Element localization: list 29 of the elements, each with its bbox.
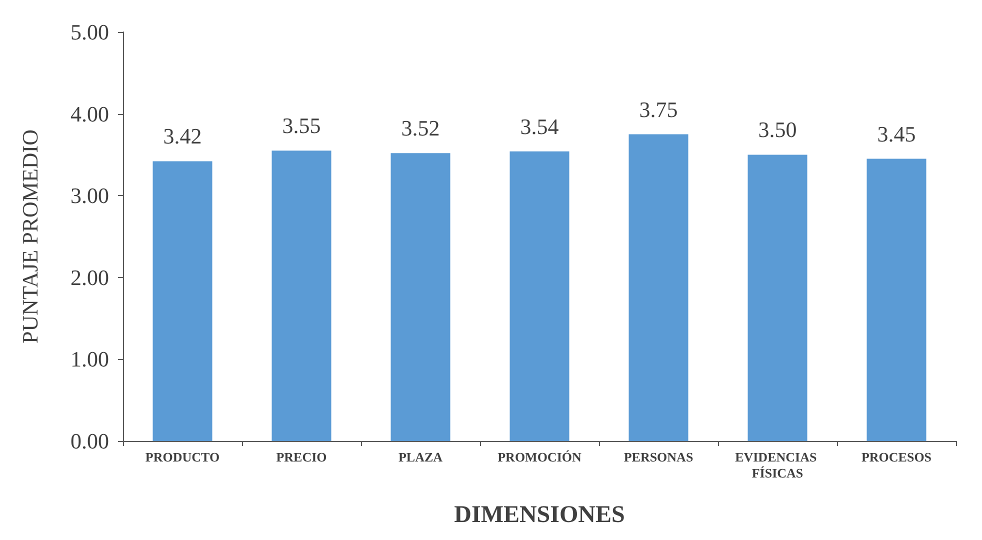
- bar: [152, 161, 212, 441]
- x-tick-label: PROCESOS: [861, 450, 932, 464]
- data-label: 3.50: [758, 117, 797, 142]
- bar: [390, 153, 450, 441]
- data-label: 3.55: [282, 113, 321, 138]
- x-tick-label: PERSONAS: [624, 450, 694, 464]
- bar: [510, 151, 570, 441]
- y-tick-label: 2.00: [70, 264, 109, 290]
- y-tick-label: 1.00: [70, 346, 109, 372]
- x-tick-label: PLAZA: [398, 450, 444, 464]
- y-tick-label: 0.00: [70, 428, 109, 454]
- bar: [748, 154, 808, 441]
- data-label: 3.52: [401, 116, 440, 141]
- data-label: 3.54: [520, 114, 559, 139]
- data-label: 3.45: [877, 121, 916, 146]
- x-tick-label: PRECIO: [276, 450, 327, 464]
- x-tick-label: EVIDENCIAS FÍSICAS: [735, 450, 820, 480]
- y-tick-label: 4.00: [70, 101, 109, 126]
- bar: [866, 158, 926, 441]
- x-axis-title: DIMENSIONES: [454, 502, 625, 528]
- x-tick-label: PRODUCTO: [145, 450, 220, 464]
- bar: [628, 134, 688, 441]
- bar: [272, 150, 332, 441]
- y-axis-title: PUNTAJE PROMEDIO: [18, 130, 42, 344]
- x-tick-label: PROMOCIÓN: [498, 450, 582, 464]
- data-label: 3.75: [639, 96, 678, 122]
- y-tick-label: 5.00: [70, 20, 109, 44]
- data-label: 3.42: [163, 124, 202, 149]
- y-tick-label: 3.00: [70, 183, 109, 208]
